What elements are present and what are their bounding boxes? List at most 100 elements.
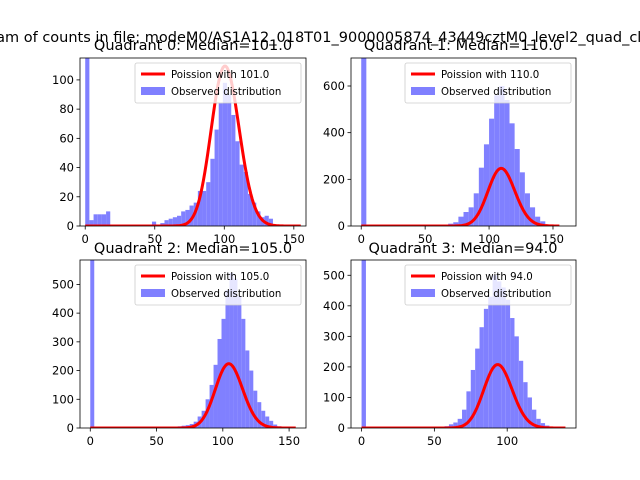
legend-2: Poission with 105.0 Observed distribution <box>134 264 302 306</box>
histogram-bar-0-16 <box>151 221 157 226</box>
y-tick-label-2-2: 200 <box>52 364 74 378</box>
y-tick-label-1-3: 600 <box>323 79 345 93</box>
histogram-bar-3-8 <box>470 369 476 428</box>
histogram-bar-1-5 <box>463 212 469 226</box>
y-tick-label-3-0: 0 <box>338 421 345 435</box>
histogram-bar-1-18 <box>529 207 536 226</box>
y-tick-label-1-0: 0 <box>338 219 345 233</box>
histogram-bar-0-32 <box>218 103 223 226</box>
y-tick-label-1-1: 200 <box>323 172 345 186</box>
x-tick-label-0-1: 50 <box>147 232 162 246</box>
legend-box-1 <box>404 62 572 104</box>
histogram-bar-1-20 <box>540 221 546 226</box>
histogram-bar-3-17 <box>510 318 515 428</box>
x-tick-label-3-0: 0 <box>358 434 365 448</box>
x-tick-label-2-0: 0 <box>87 434 94 448</box>
x-tick-label-0-2: 100 <box>213 232 235 246</box>
y-tick-label-3-3: 300 <box>323 329 345 343</box>
histogram-bar-3-12 <box>488 296 493 428</box>
histogram-bar-2-14 <box>225 290 230 428</box>
subplot-quadrant-0: Quadrant 0: Median=101.0 0 50 100 150 0 20 40 6… <box>52 38 307 246</box>
histogram-bar-0-0 <box>85 58 90 226</box>
legend-1: Poission with 110.0 Observed distribution <box>404 62 572 104</box>
histogram-bar-0-40 <box>252 202 257 226</box>
histogram-bar-3-6 <box>462 409 467 428</box>
legend-swatch-observed-3 <box>411 289 435 297</box>
histogram-bar-3-4 <box>453 422 458 428</box>
histogram-bar-0-43 <box>264 215 269 226</box>
histogram-bar-2-22 <box>257 402 262 428</box>
histogram-bar-0-29 <box>206 182 211 226</box>
histogram-bar-3-19 <box>518 360 524 428</box>
histogram-bar-1-8 <box>478 167 484 226</box>
histogram-bar-0-33 <box>222 82 228 226</box>
x-tick-label-2-2: 100 <box>212 434 234 448</box>
y-tick-label-2-4: 400 <box>52 306 74 320</box>
y-tick-label-0-1: 20 <box>59 190 74 204</box>
histogram-bar-0-44 <box>268 218 273 226</box>
subplot-title-3: Quadrant 3: Median=94.0 <box>369 241 558 257</box>
histogram-bar-1-12 <box>499 86 505 226</box>
histogram-bar-3-21 <box>527 397 532 428</box>
y-tick-label-1-2: 400 <box>323 126 345 140</box>
histogram-bar-3-15 <box>501 287 506 428</box>
y-tick-label-2-0: 0 <box>67 421 74 435</box>
histogram-bar-1-16 <box>519 172 525 226</box>
y-tick-label-3-5: 500 <box>323 268 345 282</box>
histogram-bar-0-41 <box>256 211 261 226</box>
legend-box-3 <box>404 264 572 306</box>
histogram-bar-0-2 <box>93 214 98 226</box>
histogram-bar-3-23 <box>536 418 541 428</box>
histogram-bar-2-18 <box>241 318 246 428</box>
histogram-bar-0-36 <box>235 141 240 226</box>
x-tick-label-3-2: 100 <box>496 434 518 448</box>
histogram-bar-0-37 <box>239 164 244 226</box>
histogram-bar-3-22 <box>531 409 537 428</box>
histogram-bar-1-15 <box>514 149 520 226</box>
histogram-bar-2-20 <box>249 370 254 428</box>
histogram-bar-0-28 <box>202 190 207 226</box>
y-tick-label-0-5: 100 <box>52 73 74 87</box>
y-tick-label-0-0: 0 <box>67 219 74 233</box>
subplot-quadrant-3: Quadrant 3: Median=94.0 0 50 100 0 100 200 300… <box>323 241 577 448</box>
legend-3: Poission with 94.0 Observed distribution <box>404 264 572 306</box>
poisson-curve-2 <box>90 362 296 428</box>
legend-swatch-observed-2 <box>141 289 165 297</box>
legend-box-0 <box>134 62 302 104</box>
histogram-bar-2-11 <box>213 364 218 428</box>
histogram-bar-0-24 <box>185 209 190 226</box>
y-tick-label-0-2: 40 <box>59 161 74 175</box>
histogram-bar-3-10 <box>479 327 484 428</box>
x-tick-label-2-1: 50 <box>149 434 164 448</box>
x-tick-label-2-3: 150 <box>278 434 300 448</box>
histogram-bar-1-10 <box>489 118 495 226</box>
histogram-bar-0-1 <box>89 220 94 226</box>
histogram-bar-0-3 <box>97 214 102 226</box>
y-tick-label-2-1: 100 <box>52 392 74 406</box>
histogram-bar-2-10 <box>209 384 214 428</box>
histogram-bar-3-7 <box>466 391 471 428</box>
y-tick-label-3-1: 100 <box>323 390 345 404</box>
histogram-bar-1-7 <box>473 193 479 226</box>
subplot-title-2: Quadrant 2: Median=105.0 <box>94 241 292 257</box>
histogram-bar-3-5 <box>457 418 463 428</box>
histogram-bar-1-19 <box>535 216 541 226</box>
legend-label-observed-1: Observed distribution <box>441 87 551 98</box>
histogram-bar-1-4 <box>458 216 464 226</box>
y-tick-label-3-2: 200 <box>323 360 345 374</box>
legend-0: Poission with 101.0 Observed distribution <box>134 62 302 104</box>
legend-label-poisson-3: Poission with 94.0 <box>441 272 533 283</box>
histogram-bar-2-13 <box>221 318 226 428</box>
histogram-bar-3-14 <box>497 281 502 428</box>
histogram-bar-3-3 <box>448 424 454 428</box>
histogram-bar-1-0 <box>361 58 367 226</box>
histogram-bar-3-24 <box>540 423 546 428</box>
histogram-bar-3-20 <box>523 382 528 428</box>
histogram-bar-0-21 <box>172 217 177 226</box>
histogram-bar-0-31 <box>214 129 219 226</box>
subplot-quadrant-2: Quadrant 2: Median=105.0 0 50 100 150 0 100 20… <box>52 241 307 448</box>
x-tick-label-1-1: 50 <box>418 232 433 246</box>
histogram-bar-0-25 <box>189 205 194 226</box>
y-tick-label-2-5: 500 <box>52 277 74 291</box>
